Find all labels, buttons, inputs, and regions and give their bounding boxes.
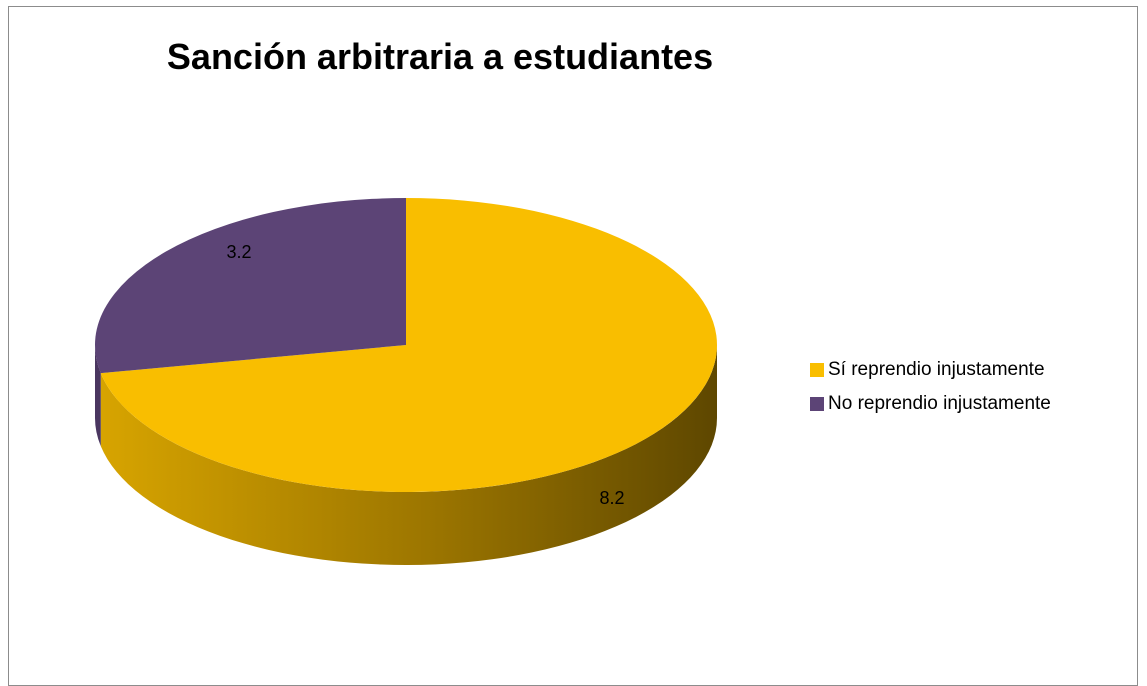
legend-item-si: Sí reprendio injustamente: [810, 353, 1051, 387]
pie-side-0-0: [100, 345, 718, 565]
legend-item-no: No reprendio injustamente: [810, 387, 1051, 421]
legend-label-si: Sí reprendio injustamente: [828, 359, 1045, 380]
legend-label-no: No reprendio injustamente: [828, 393, 1051, 414]
pie-slice-0: [100, 198, 718, 492]
data-label-1: 3.2: [226, 242, 251, 262]
data-label-0: 8.2: [599, 488, 624, 508]
legend-swatch-no: [810, 397, 824, 411]
chart-title: Sanción arbitraria a estudiantes: [166, 36, 714, 77]
pie-side-1-0: [95, 345, 101, 447]
pie-slice-1: [95, 198, 406, 374]
legend: Sí reprendio injustamente No reprendio i…: [810, 353, 1051, 421]
legend-swatch-si: [810, 363, 824, 377]
